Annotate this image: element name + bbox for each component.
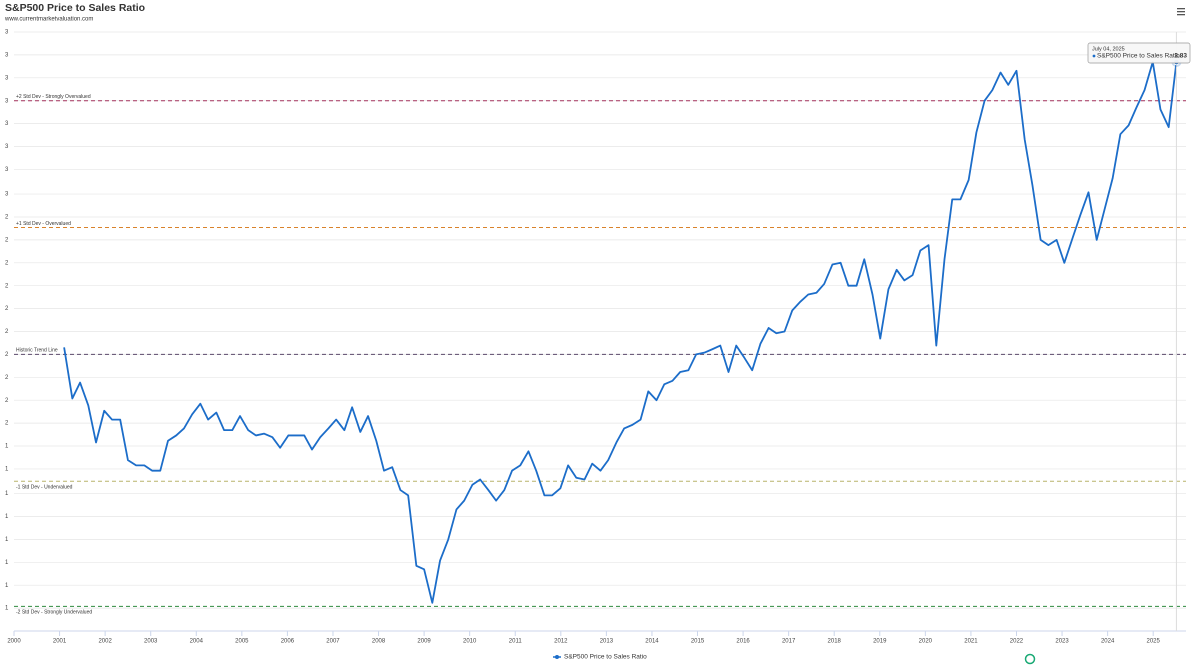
y-tick-label: 2 — [5, 352, 9, 358]
reference-label: -1 Std Dev - Undervalued — [16, 485, 73, 491]
y-tick-label: 1 — [5, 583, 9, 589]
y-tick-label: 2 — [5, 421, 9, 427]
y-tick-label: 3 — [5, 52, 9, 58]
x-tick-label: 2017 — [782, 639, 796, 645]
x-tick-label: 2013 — [600, 639, 614, 645]
x-tick-label: 2023 — [1055, 639, 1069, 645]
x-tick-label: 2001 — [53, 639, 67, 645]
legend-item[interactable]: S&P500 Price to Sales Ratio — [553, 654, 647, 661]
chart-subtitle: www.currentmarketvaluation.com — [4, 17, 93, 23]
y-tick-label: 1 — [5, 514, 9, 520]
x-tick-label: 2014 — [645, 639, 659, 645]
y-tick-label: 2 — [5, 306, 9, 312]
y-tick-label: 2 — [5, 375, 9, 381]
y-tick-label: 1 — [5, 491, 9, 497]
tooltip-label: S&P500 Price to Sales Ratio: — [1097, 53, 1182, 60]
x-tick-label: 2011 — [509, 639, 523, 645]
y-tick-label: 1 — [5, 444, 9, 450]
reference-label: -2 Std Dev - Strongly Undervalued — [16, 610, 92, 616]
y-tick-label: 3 — [5, 192, 9, 198]
x-tick-label: 2022 — [1010, 639, 1024, 645]
reference-label: Historic Trend Line — [16, 348, 58, 354]
x-tick-label: 2009 — [417, 639, 431, 645]
x-tick-label: 2003 — [144, 639, 158, 645]
legend-symbol — [555, 655, 559, 659]
y-tick-label: 2 — [5, 283, 9, 289]
x-tick-label: 2024 — [1101, 639, 1115, 645]
series-line — [63, 61, 1178, 604]
chart-title: S&P500 Price to Sales Ratio — [5, 2, 145, 14]
y-tick-label: 2 — [5, 398, 9, 404]
x-tick-label: 2005 — [235, 639, 249, 645]
x-tick-label: 2007 — [326, 639, 340, 645]
y-tick-label: 2 — [5, 260, 9, 266]
x-tick-label: 2018 — [828, 639, 842, 645]
x-tick-label: 2004 — [190, 639, 204, 645]
y-tick-label: 1 — [5, 560, 9, 566]
badge-icon — [1024, 653, 1036, 665]
x-tick-label: 2012 — [554, 639, 568, 645]
y-tick-label: 3 — [5, 75, 9, 81]
y-tick-label: 3 — [5, 144, 9, 150]
y-tick-label: 3 — [5, 167, 9, 173]
x-tick-label: 2025 — [1147, 639, 1161, 645]
x-tick-label: 2010 — [463, 639, 477, 645]
x-tick-label: 2019 — [873, 639, 887, 645]
y-tick-label: 2 — [5, 237, 9, 243]
y-tick-label: 3 — [5, 30, 9, 36]
x-tick-label: 2015 — [691, 639, 705, 645]
y-tick-label: 1 — [5, 537, 9, 543]
y-tick-label: 3 — [5, 98, 9, 104]
menu-button[interactable] — [1174, 4, 1188, 18]
reference-label: +2 Std Dev - Strongly Overvalued — [16, 94, 91, 100]
tooltip-value: 3.83 — [1174, 53, 1187, 60]
legend-label: S&P500 Price to Sales Ratio — [564, 654, 647, 661]
y-tick-label: 2 — [5, 215, 9, 221]
tooltip-date: July 04, 2025 — [1092, 46, 1125, 52]
tooltip-box — [1087, 42, 1191, 64]
reference-label: +1 Std Dev - Overvalued — [16, 221, 71, 227]
x-tick-label: 2008 — [372, 639, 386, 645]
x-tick-label: 2021 — [964, 639, 978, 645]
y-tick-label: 3 — [5, 121, 9, 127]
x-tick-label: 2020 — [919, 639, 933, 645]
y-tick-label: 2 — [5, 329, 9, 335]
x-tick-label: 2000 — [7, 639, 21, 645]
tooltip-dot — [1092, 54, 1096, 58]
y-tick-label: 1 — [5, 606, 9, 612]
y-tick-label: 1 — [5, 466, 9, 472]
x-tick-label: 2002 — [98, 639, 112, 645]
x-tick-label: 2016 — [736, 639, 750, 645]
x-tick-label: 2006 — [281, 639, 295, 645]
